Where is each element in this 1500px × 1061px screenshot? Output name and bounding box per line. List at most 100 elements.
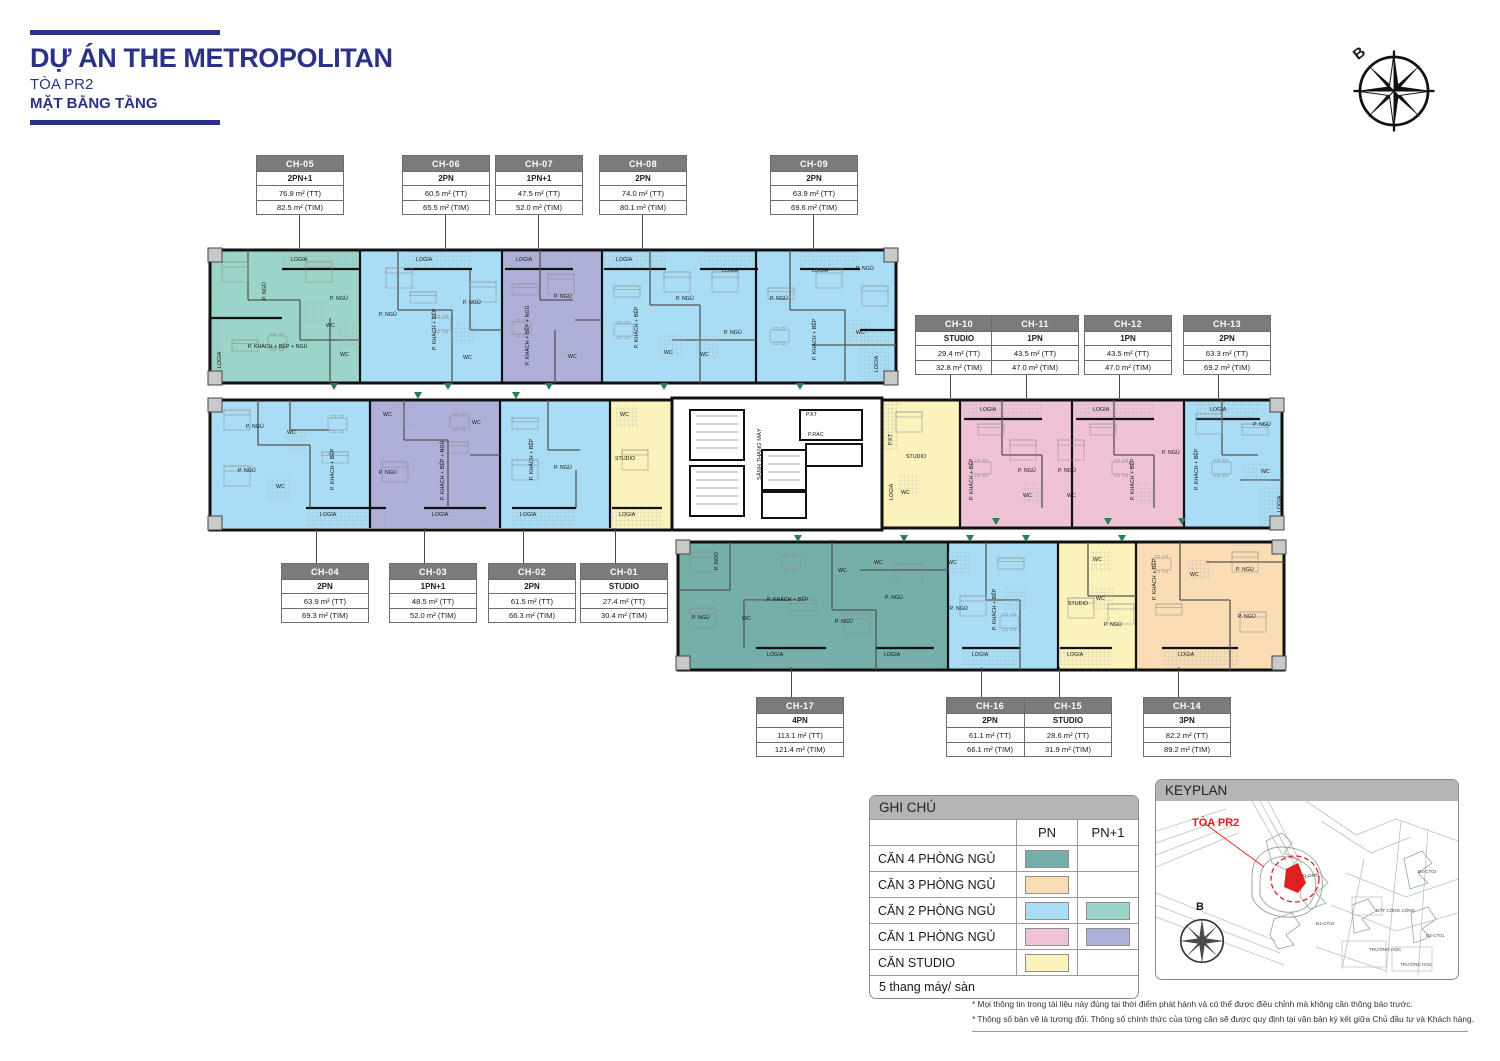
- room-label-wc: WC: [568, 354, 577, 360]
- room-label-balcony: LOGIA: [884, 652, 901, 658]
- room-label-balcony: LOGIA: [1093, 407, 1110, 413]
- unit-area-tt: 63.9 m² (TT): [771, 185, 857, 199]
- legend-swatch-pn1: [1077, 897, 1138, 924]
- unit-type: 2PN: [489, 579, 575, 593]
- room-label-studio: STUDIO: [906, 454, 927, 460]
- plan-band-top: [207, 247, 899, 390]
- svg-text:TRƯỜNG HỌC: TRƯỜNG HỌC: [1400, 961, 1433, 967]
- unit-type: 1PN+1: [390, 579, 476, 593]
- keyplan-title: KEYPLAN: [1156, 780, 1458, 801]
- legend-label: CĂN 4 PHÒNG NGỦ: [870, 845, 1017, 872]
- room-label-balcony: LOGIA: [320, 512, 337, 518]
- unit-area-tt: 43.5 m² (TT): [1085, 345, 1171, 359]
- unit-tag-ch-04[interactable]: CH-04 2PN 63.9 m² (TT) 69.3 m² (TIM): [281, 563, 369, 624]
- legend-blank-cell: [870, 819, 1017, 846]
- keyplan-marker-label: TÒA PR2: [1192, 817, 1240, 829]
- unit-tag-ch-03[interactable]: CH-03 1PN+1 48.5 m² (TT) 52.0 m² (TIM): [389, 563, 477, 624]
- room-label-balcony: LOGIA: [291, 257, 308, 263]
- unit-area-tt: 113.1 m² (TT): [757, 727, 843, 741]
- room-label-balcony: LOGIA: [520, 512, 537, 518]
- unit-tag-ch-16[interactable]: CH-16 2PN 61.1 m² (TT) 66.1 m² (TIM): [946, 697, 1034, 758]
- unit-area-tt: 27.4 m² (TT): [581, 593, 667, 607]
- unit-tag-ch-07[interactable]: CH-07 1PN+1 47.5 m² (TT) 52.0 m² (TIM): [495, 155, 583, 216]
- unit-type: 2PN: [600, 171, 686, 185]
- legend-row: CĂN 3 PHÒNG NGỦ: [870, 871, 1138, 898]
- unit-tag-ch-06[interactable]: CH-06 2PN 60.5 m² (TT) 65.5 m² (TIM): [402, 155, 490, 216]
- unit-tag-ch-12[interactable]: CH-12 1PN 43.5 m² (TT) 47.0 m² (TIM): [1084, 315, 1172, 376]
- unit-type: 2PN: [771, 171, 857, 185]
- unit-code: CH-01: [581, 564, 667, 579]
- room-label-bedroom: P. NGỦ: [1018, 468, 1036, 474]
- room-label-bedroom: P. NGỦ: [1058, 468, 1076, 474]
- unit-code: CH-09: [771, 156, 857, 171]
- legend-swatch-pn: [1016, 897, 1078, 924]
- room-label-balcony: LOGIA: [1178, 652, 1195, 658]
- legend-swatch-pn1: [1077, 845, 1138, 872]
- unit-tag-ch-05[interactable]: CH-05 2PN+1 76.9 m² (TT) 82.5 m² (TIM): [256, 155, 344, 216]
- room-label-wc: WC: [1093, 557, 1102, 563]
- svg-text:B1-CT01: B1-CT01: [1301, 873, 1320, 878]
- unit-area-tim: 69.6 m² (TIM): [771, 199, 857, 214]
- svg-text:B4-CT02: B4-CT02: [1418, 869, 1437, 874]
- plan-band-middle: [207, 392, 1285, 532]
- svg-text:B1-CT02: B1-CT02: [1316, 921, 1335, 926]
- room-label-bedroom: P. NGỦ: [1253, 422, 1271, 428]
- room-label-wc: WC: [472, 420, 481, 426]
- unit-tag-ch-11[interactable]: CH-11 1PN 43.5 m² (TT) 47.0 m² (TIM): [991, 315, 1079, 376]
- room-label-wc: WC: [874, 560, 883, 566]
- unit-tag-ch-13[interactable]: CH-13 2PN 63.3 m² (TT) 69.2 m² (TIM): [1183, 315, 1271, 376]
- unit-area-tt: 61.1 m² (TT): [947, 727, 1033, 741]
- room-label-balcony: LOGIA: [432, 512, 449, 518]
- room-label-balcony: LOGIA: [980, 407, 997, 413]
- room-label-balcony: LOGIA: [1210, 407, 1227, 413]
- legend-swatch-pn: [1016, 845, 1078, 872]
- unit-code: CH-03: [390, 564, 476, 579]
- unit-area-tt: 76.9 m² (TT): [257, 185, 343, 199]
- room-label-bedroom: P. NGỦ: [1104, 622, 1122, 628]
- header-rule-bottom: [30, 119, 220, 125]
- keyplan-north-label: B: [1196, 901, 1204, 913]
- unit-area-tt: 74.0 m² (TT): [600, 185, 686, 199]
- unit-type: 2PN+1: [257, 171, 343, 185]
- room-label-living: P. KHÁCH + BẾP: [812, 318, 818, 360]
- compass-rose: B: [1348, 43, 1440, 137]
- unit-tag-ch-14[interactable]: CH-14 3PN 82.2 m² (TT) 89.2 m² (TIM): [1143, 697, 1231, 758]
- unit-tag-ch-01[interactable]: CH-01 STUDIO 27.4 m² (TT) 30.4 m² (TIM): [580, 563, 668, 624]
- footnotes: * Mọi thông tin trong tài liệu này đúng …: [972, 997, 1474, 1033]
- room-label-bedroom: P. NGỦ: [692, 615, 710, 621]
- room-label-wc: WC: [340, 352, 349, 358]
- room-label-balcony: LOGIA: [416, 257, 433, 263]
- svg-text:ĐẤT CÔNG CỘNG: ĐẤT CÔNG CỘNG: [1376, 907, 1416, 913]
- room-label-balcony: LOGIA: [767, 652, 784, 658]
- legend-swatch-pn1: [1077, 871, 1138, 898]
- room-label-balcony: LOGIA: [812, 268, 829, 274]
- legend-row: CĂN 4 PHÒNG NGỦ: [870, 845, 1138, 872]
- room-label-living: P. KHÁCH + BẾP + NGỦ: [525, 305, 531, 365]
- room-label-living: P. KHÁCH + BẾP: [634, 306, 640, 348]
- room-label-living: P. KHÁCH + BẾP: [767, 597, 809, 603]
- footnote-1: * Mọi thông tin trong tài liệu này đúng …: [972, 999, 1413, 1009]
- unit-area-tt: 28.6 m² (TT): [1025, 727, 1111, 741]
- room-label-bedroom: P. NGỦ: [238, 468, 256, 474]
- header-rule-top: [30, 30, 220, 35]
- unit-area-tim: 52.0 m² (TIM): [390, 607, 476, 622]
- unit-tag-ch-17[interactable]: CH-17 4PN 113.1 m² (TT) 121.4 m² (TIM): [756, 697, 844, 758]
- unit-tag-ch-10[interactable]: CH-10 STUDIO 29.4 m² (TT) 32.8 m² (TIM): [915, 315, 1003, 376]
- room-label-balcony: LOGIA: [1277, 495, 1283, 512]
- svg-text:B2-CT01: B2-CT01: [1426, 933, 1445, 938]
- unit-tag-ch-09[interactable]: CH-09 2PN 63.9 m² (TT) 69.6 m² (TIM): [770, 155, 858, 216]
- unit-type: STUDIO: [916, 331, 1002, 345]
- room-label-wc: WC: [276, 484, 285, 490]
- unit-area-tim: 89.2 m² (TIM): [1144, 741, 1230, 756]
- keyplan-compass: B: [1174, 901, 1230, 969]
- unit-tag-ch-08[interactable]: CH-08 2PN 74.0 m² (TT) 80.1 m² (TIM): [599, 155, 687, 216]
- unit-tag-ch-15[interactable]: CH-15 STUDIO 28.6 m² (TT) 31.9 m² (TIM): [1024, 697, 1112, 758]
- legend-swatch-pn1: [1077, 949, 1138, 975]
- unit-tag-ch-02[interactable]: CH-02 2PN 61.5 m² (TT) 66.3 m² (TIM): [488, 563, 576, 624]
- core-label-lobby: SẢNH THANG MÁY: [757, 428, 763, 480]
- room-label-wc: WC: [1190, 572, 1199, 578]
- room-label-bedroom: P. NGỦ: [330, 296, 348, 302]
- room-label-bedroom: P. NGỦ: [1238, 614, 1256, 620]
- room-label-living: P. KHÁCH + BẾP: [330, 448, 336, 490]
